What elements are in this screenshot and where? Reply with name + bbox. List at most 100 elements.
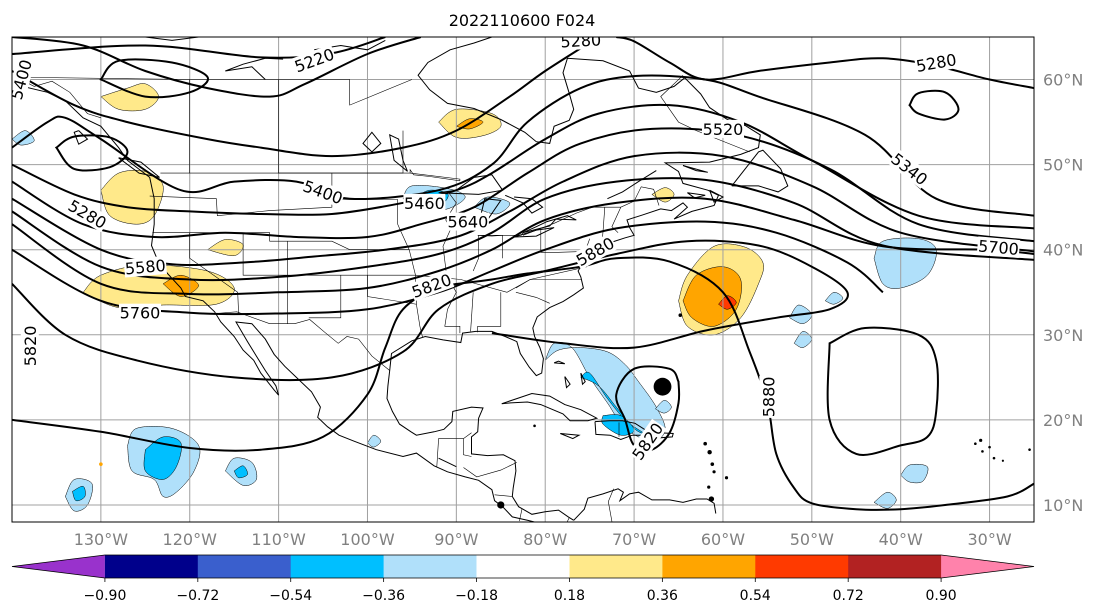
longitude-tick-label: 80°W — [523, 530, 567, 549]
contour-label-background — [446, 212, 489, 231]
contour-label-background — [408, 269, 455, 302]
island-marker — [974, 442, 977, 446]
colorbar-tick-label: 0.18 — [554, 588, 585, 604]
axis-tick-labels: 130°W 120°W 110°W 100°W 90°W 80°W 70°W 60°W 50°W… — [74, 71, 1084, 549]
island-marker — [708, 496, 715, 502]
political-border — [611, 207, 622, 233]
contour-label-background — [12, 56, 36, 103]
coastline — [564, 376, 571, 389]
island-marker — [703, 441, 707, 446]
contour-label-text: 5760 — [120, 304, 161, 323]
political-border — [215, 311, 390, 371]
coastline — [118, 157, 160, 178]
contour-5340 — [99, 58, 209, 99]
political-border — [494, 494, 513, 497]
contour-5400 — [908, 89, 960, 121]
shaded-region — [72, 485, 86, 502]
colorbar-tick-label: 0.54 — [740, 588, 771, 604]
longitude-tick-label: 110°W — [251, 530, 306, 549]
island-marker — [533, 424, 536, 428]
coastline — [682, 165, 708, 173]
contour-label: 5280 — [913, 49, 959, 76]
shaded-region — [654, 400, 672, 414]
political-border — [463, 438, 472, 457]
contour-5760 — [12, 220, 884, 316]
contour-label-background — [913, 49, 959, 76]
contour-5700 — [12, 196, 1034, 296]
coastline — [389, 134, 408, 172]
contour-5820 — [12, 239, 849, 382]
coastline — [580, 372, 586, 386]
latitude-tick-label: 20°N — [1043, 411, 1083, 430]
height-contours — [12, 37, 1034, 511]
coastline — [386, 370, 574, 521]
contour-5700 — [54, 134, 129, 172]
contour-label-background — [572, 233, 618, 270]
political-border — [515, 292, 550, 304]
latitude-tick-label: 30°N — [1043, 326, 1083, 345]
coastline — [12, 83, 537, 522]
political-border — [519, 508, 523, 522]
political-border — [410, 172, 461, 181]
contour-label: 5880 — [759, 375, 778, 418]
longitude-tick-label: 60°W — [701, 530, 745, 549]
coastline — [505, 194, 544, 214]
colorbar-segment — [569, 555, 663, 578]
coastline — [607, 170, 657, 200]
contour-label-background — [976, 236, 1021, 258]
coastline — [560, 433, 581, 440]
latitude-tick-label: 50°N — [1043, 156, 1083, 175]
colorbar-tick-label: −0.90 — [83, 588, 126, 604]
contour-label: 5820 — [20, 324, 40, 367]
longitude-tick-label: 90°W — [434, 530, 478, 549]
colorbar-segment — [476, 555, 570, 578]
contour-label-background — [759, 375, 778, 418]
colorbar-extend-min — [12, 555, 105, 578]
political-border — [607, 488, 614, 522]
island-marker — [724, 476, 729, 480]
contour-5400 — [12, 74, 1034, 217]
colorbar-tick-label: 0.72 — [833, 588, 864, 604]
contour-label-text: 5700 — [977, 236, 1019, 258]
shaded-region — [100, 169, 164, 225]
coastline — [389, 37, 761, 377]
colorbar-tick-label: −0.54 — [269, 588, 312, 604]
longitude-tick-label: 120°W — [163, 530, 218, 549]
contour-label-text: 5280 — [560, 30, 602, 51]
coastline — [553, 360, 565, 365]
political-border — [397, 199, 417, 305]
contour-label-background — [627, 418, 667, 464]
latitude-tick-label: 60°N — [1043, 71, 1083, 90]
political-border — [463, 462, 517, 478]
contour-5220 — [12, 37, 386, 59]
longitude-tick-label: 100°W — [340, 530, 395, 549]
coastline — [573, 488, 717, 521]
contour-label-background — [119, 303, 161, 322]
contour-label: 5520 — [702, 119, 744, 139]
longitude-tick-label: 50°W — [790, 530, 834, 549]
coastline — [438, 457, 457, 468]
contour-label-text: 5820 — [21, 326, 40, 367]
contour-label-background — [123, 255, 168, 278]
coastline — [731, 149, 789, 193]
colorbar-segment — [848, 555, 942, 578]
island-marker — [99, 462, 103, 466]
colorbar-segment — [197, 555, 292, 578]
contour-label: 5460 — [403, 193, 446, 213]
colorbar-tick-label: −0.36 — [362, 588, 405, 604]
island-marker — [707, 485, 711, 489]
coastline — [501, 392, 599, 422]
longitude-tick-label: 130°W — [74, 530, 129, 549]
contour-5880 — [826, 326, 939, 456]
island-marker — [710, 462, 715, 466]
shaded-region — [143, 436, 182, 480]
island-marker — [712, 470, 716, 474]
contour-label-background — [20, 324, 39, 367]
political-border — [515, 279, 582, 289]
island-marker — [497, 501, 505, 509]
contour-label-background — [300, 176, 346, 208]
contour-5820 — [615, 365, 681, 452]
contour-5640 — [12, 177, 1034, 282]
contour-label-text: 5460 — [404, 194, 445, 213]
